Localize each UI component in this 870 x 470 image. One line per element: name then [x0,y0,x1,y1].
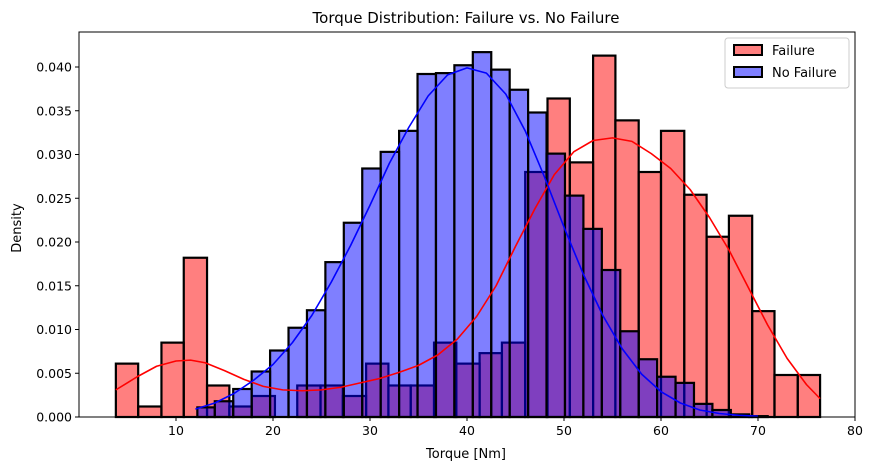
y-tick-label: 0.015 [36,278,72,293]
no-failure-bar-2 [232,387,253,419]
failure-bar-2 [160,341,185,419]
no-failure-bar-6 [305,309,327,419]
x-tick-label: 40 [459,423,475,438]
no-failure-bar-4 [268,349,290,419]
x-axis: 10 20 30 40 50 60 70 80 [168,417,863,438]
y-axis-label: Density [10,203,25,253]
x-tick-label: 20 [265,423,281,438]
chart-title: Torque Distribution: Failure vs. No Fail… [312,9,620,27]
failure-bar-27 [727,214,754,419]
no-failure-kde-line [195,67,759,417]
x-tick-label: 30 [362,423,378,438]
y-tick-label: 0.000 [36,410,72,425]
no-failure-bar-0 [196,406,216,419]
no-failure-bar-25 [656,375,677,419]
x-tick-label: 50 [556,423,572,438]
x-axis-label: Torque [Nm] [425,447,506,462]
legend-label-no-failure: No Failure [772,66,837,81]
x-tick-label: 60 [653,423,669,438]
no-failure-bar-24 [637,358,659,419]
legend: Failure No Failure [724,37,850,89]
no-failure-bar-23 [619,330,640,419]
no-failure-bar-21 [582,227,603,419]
y-tick-label: 0.005 [36,366,72,381]
x-tick-label: 70 [750,423,766,438]
x-tick-label: 80 [847,423,863,438]
kde-lines [115,67,821,417]
y-tick-label: 0.010 [36,322,72,337]
no-failure-bar-5 [287,326,309,419]
no-failure-bar-14 [453,64,474,419]
no-failure-bar-19 [545,152,567,419]
failure-bar-0 [114,362,140,419]
y-tick-label: 0.030 [36,147,72,162]
failure-bar-1 [137,405,163,419]
no-failure-bar-16 [490,68,511,419]
y-tick-label: 0.040 [36,60,72,75]
no-failure-bar-22 [600,268,622,419]
no-failure-bar-26 [674,381,696,419]
no-failure-bar-13 [434,72,456,419]
legend-swatch-failure [733,44,763,56]
no-failure-bar-12 [416,72,438,419]
failure-kde-line [115,137,821,400]
no-failure-bar-7 [324,261,345,419]
y-tick-label: 0.020 [36,235,72,250]
no-failure-bar-1 [213,400,235,419]
no-failure-bar-11 [398,129,419,419]
y-axis: 0.000 0.005 0.010 0.015 0.020 0.025 0.030 0.035… [36,60,79,425]
failure-bar-29 [773,373,799,419]
failure-bar-24 [659,129,686,419]
failure-bar-28 [751,310,776,419]
x-tick-label: 10 [168,423,184,438]
legend-label-failure: Failure [772,44,815,59]
no-failure-bar-15 [471,51,493,419]
failure-bar-26 [705,235,731,419]
y-tick-label: 0.035 [36,103,72,118]
no-failure-bar-3 [250,370,272,419]
no-failure-bar-20 [563,194,585,419]
failure-bar-3 [182,256,209,419]
no-failure-bars [196,51,769,419]
y-tick-label: 0.025 [36,191,72,206]
legend-swatch-no-failure [733,66,763,78]
